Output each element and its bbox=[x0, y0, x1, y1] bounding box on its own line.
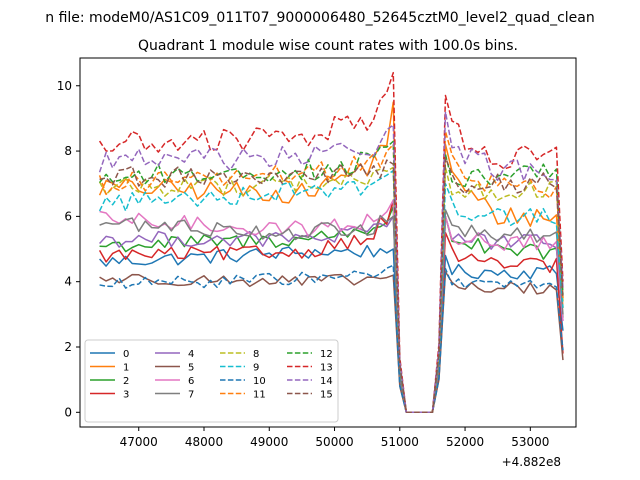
legend-label-14: 14 bbox=[320, 376, 333, 387]
legend-label-8: 8 bbox=[253, 349, 259, 360]
legend-label-15: 15 bbox=[320, 390, 333, 401]
x-tick-label: 52000 bbox=[446, 435, 484, 449]
y-tick-label: 4 bbox=[64, 275, 72, 289]
y-tick-label: 6 bbox=[64, 209, 72, 223]
x-tick-label: 48000 bbox=[185, 435, 223, 449]
x-tick-label: 53000 bbox=[511, 435, 549, 449]
legend-label-10: 10 bbox=[253, 376, 266, 387]
legend-label-1: 1 bbox=[123, 363, 129, 374]
legend-label-6: 6 bbox=[188, 376, 194, 387]
legend-label-12: 12 bbox=[320, 349, 333, 360]
legend-label-5: 5 bbox=[188, 363, 194, 374]
y-tick-label: 0 bbox=[64, 405, 72, 419]
chart-title: Quadrant 1 module wise count rates with … bbox=[138, 38, 518, 54]
legend-label-2: 2 bbox=[123, 376, 129, 387]
legend-label-0: 0 bbox=[123, 349, 129, 360]
x-tick-label: 51000 bbox=[381, 435, 419, 449]
y-tick-label: 2 bbox=[64, 340, 72, 354]
legend-label-4: 4 bbox=[188, 349, 194, 360]
x-tick-label: 50000 bbox=[315, 435, 353, 449]
figure-suptitle: n file: modeM0/AS1C09_011T07_9000006480_… bbox=[45, 10, 594, 26]
legend-label-13: 13 bbox=[320, 363, 333, 374]
legend-label-11: 11 bbox=[253, 390, 266, 401]
x-offset-label: +4.882e8 bbox=[502, 455, 561, 469]
x-tick-label: 47000 bbox=[120, 435, 158, 449]
y-tick-label: 8 bbox=[64, 144, 72, 158]
x-tick-label: 49000 bbox=[250, 435, 288, 449]
y-tick-label: 10 bbox=[57, 79, 72, 93]
legend-label-7: 7 bbox=[188, 390, 194, 401]
legend-label-9: 9 bbox=[253, 363, 259, 374]
legend-label-3: 3 bbox=[123, 390, 129, 401]
